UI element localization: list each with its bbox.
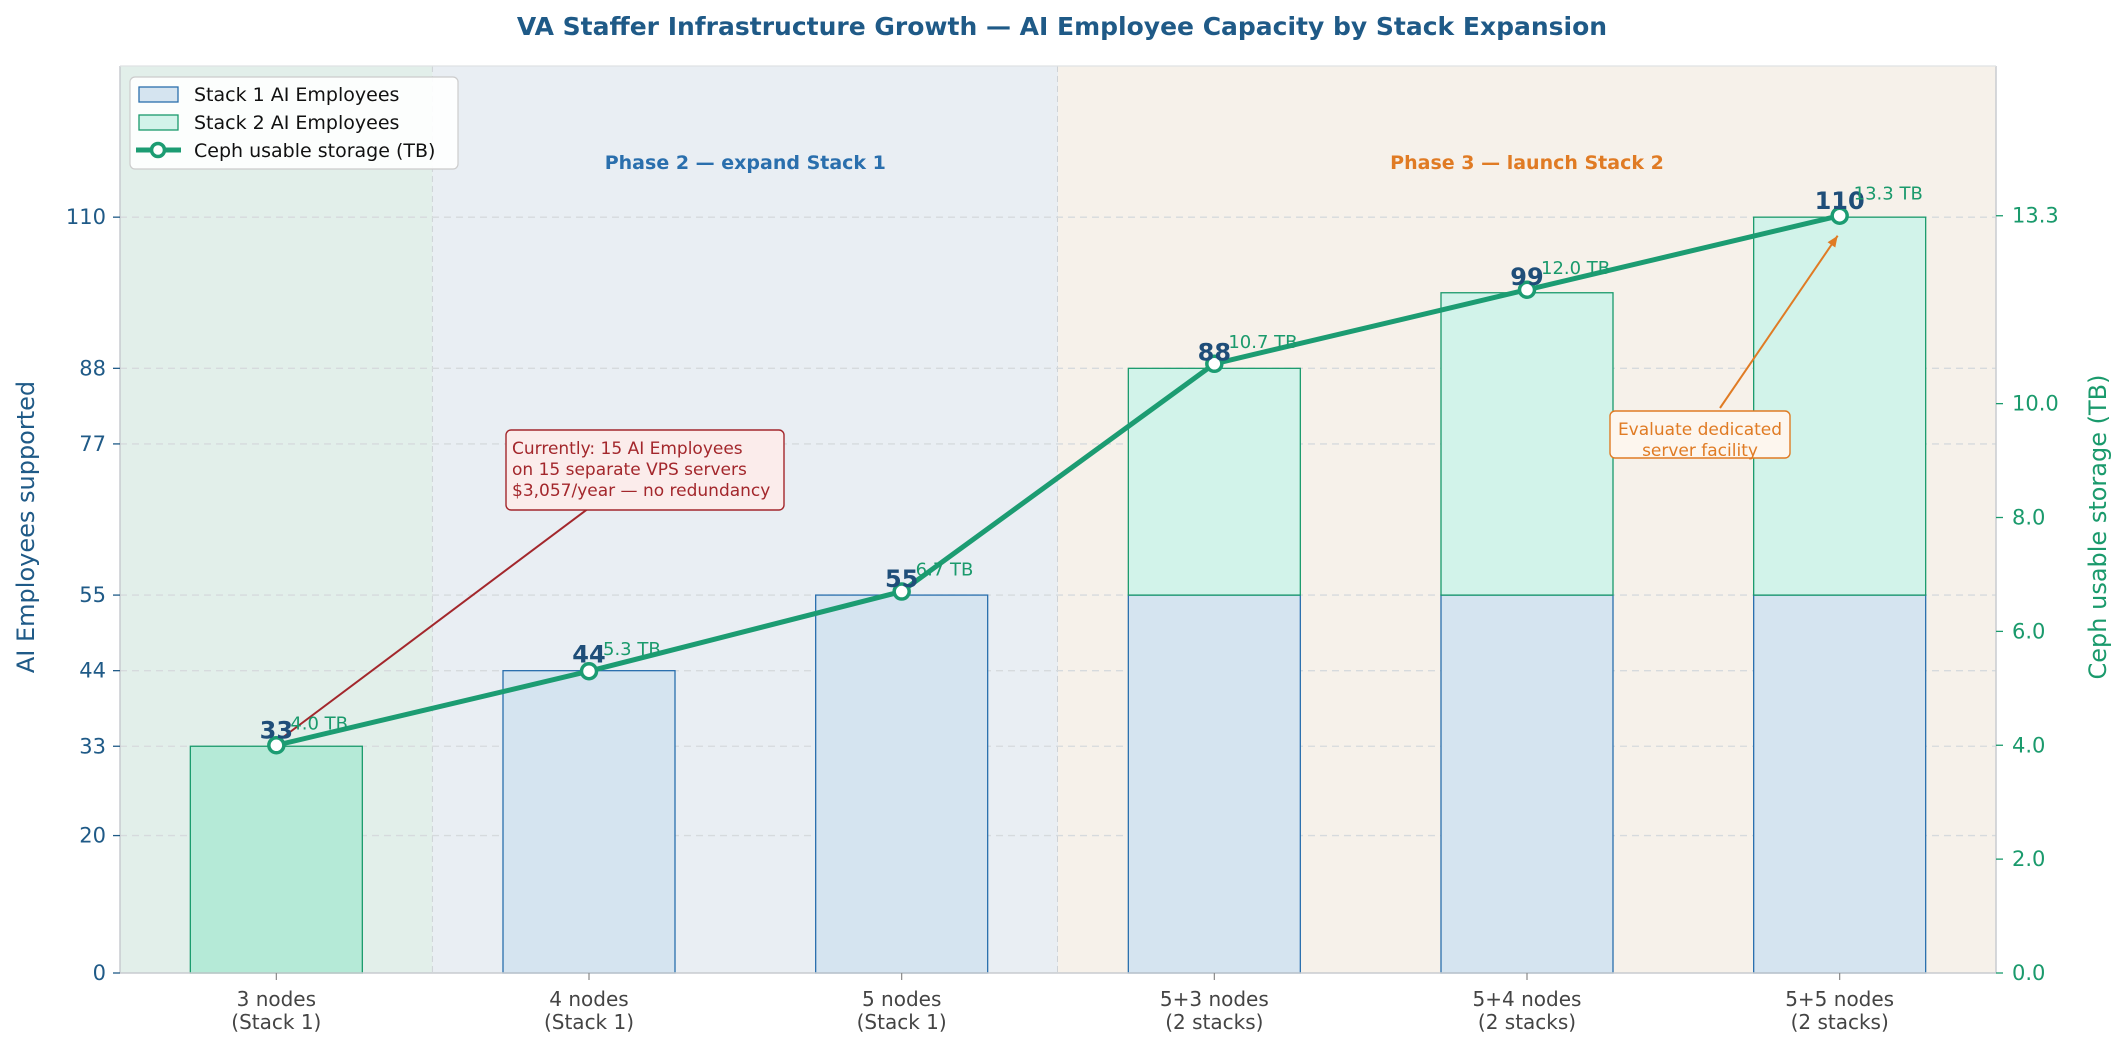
y-tick-label: 77	[79, 432, 106, 456]
storage-point-6	[1830, 206, 1849, 225]
phase-backgrounds: Phase 2 — expand Stack 1 Phase 3 — launch…	[120, 66, 1996, 973]
annotation-1-leader	[279, 501, 598, 741]
annotation-current-state-text: on 15 separate VPS servers	[512, 460, 747, 480]
gridlines	[120, 216, 1996, 837]
legend-box	[129, 76, 459, 170]
x-tick-label-line: 5 nodes	[862, 987, 941, 1011]
y-tick-label: 55	[79, 583, 106, 607]
storage-point-5	[1517, 280, 1537, 300]
y2-tick-label: 13.3	[2012, 204, 2059, 228]
chart-title: VA Staffer Infrastructure Growth — AI Em…	[517, 12, 1607, 41]
y-axis-label: AI Employees supported	[12, 381, 40, 673]
annotation-2-arrowhead	[1827, 235, 1838, 248]
y2-tick-label: 10.0	[2012, 392, 2059, 416]
legend-swatch-2	[138, 114, 179, 131]
annotation-current-state-text: Currently: 15 AI Employees	[512, 439, 743, 459]
storage-point-4	[1205, 354, 1224, 374]
bar-stack1-2	[502, 670, 676, 974]
storage-series-line	[275, 213, 1841, 748]
bar-stack2-1	[189, 745, 363, 974]
storage-point-3	[892, 582, 911, 601]
y-tick-label: 110	[66, 205, 106, 229]
bars	[189, 216, 1927, 974]
y2-tick-label: 6.0	[2012, 619, 2045, 643]
y2-tick-label: 8.0	[2012, 506, 2045, 530]
bar-total-label: 88	[1198, 338, 1231, 366]
x-tick-label: 5 nodes (Stack 1)	[857, 987, 947, 1034]
x-tick-label: 5+5 nodes (2 stacks)	[1785, 987, 1894, 1034]
storage-line	[267, 206, 1849, 755]
bar-stack1-3	[815, 594, 989, 974]
legend-entry-3: Ceph usable storage (TB)	[194, 140, 435, 162]
bar-stack1-5	[1440, 594, 1614, 974]
x-tick-label-line: (Stack 1)	[857, 1010, 947, 1034]
storage-value-label: 13.3 TB	[1854, 184, 1923, 205]
x-tick-label-line: 4 nodes	[549, 987, 628, 1011]
annotation-current-state-box	[505, 429, 785, 511]
legend: Stack 1 AI Employees Stack 2 AI Employees…	[129, 76, 459, 170]
legend-swatch-marker	[149, 141, 167, 159]
bar-stack2-4	[1127, 367, 1301, 596]
x-tick-label-line: 5+4 nodes	[1473, 987, 1582, 1011]
annotation-evaluate-text: Evaluate dedicated	[1618, 420, 1782, 440]
value-labels: 33 44 55 88 99 110 4.0 TB 5.3 TB 6.7 TB 10.7 TB 12…	[260, 184, 1923, 745]
annotation-evaluate-box	[1609, 410, 1791, 459]
y2-tick-label: 2.0	[2012, 847, 2045, 871]
storage-value-label: 6.7 TB	[916, 560, 974, 581]
bar-total-label: 33	[260, 716, 293, 744]
bar-total-label: 44	[572, 641, 605, 669]
bar-stack2-6	[1753, 216, 1927, 596]
x-tick-label-line: (2 stacks)	[1165, 1010, 1263, 1034]
x-tick-label: 5+4 nodes (2 stacks)	[1473, 987, 1582, 1034]
bar-stack1-4	[1127, 594, 1301, 974]
y-tick-label: 20	[79, 824, 106, 848]
y2-axis-label: Ceph usable storage (TB)	[2084, 375, 2112, 680]
storage-value-label: 4.0 TB	[290, 713, 348, 734]
storage-value-label: 12.0 TB	[1541, 258, 1610, 279]
legend-entry-1: Stack 1 AI Employees	[194, 84, 399, 106]
phase-label-2: Phase 2 — expand Stack 1	[605, 152, 886, 174]
x-tick-label-line: (2 stacks)	[1791, 1010, 1889, 1034]
x-tick-label-line: 3 nodes	[237, 987, 316, 1011]
x-tick-label-line: (2 stacks)	[1478, 1010, 1576, 1034]
x-tick-label-line: (Stack 1)	[231, 1010, 321, 1034]
bar-total-label: 55	[885, 565, 918, 593]
y-tick-label: 33	[79, 734, 106, 758]
storage-value-label: 5.3 TB	[603, 639, 661, 660]
bar-total-label: 110	[1815, 187, 1865, 215]
bar-stack2-5	[1440, 292, 1614, 596]
x-tick-label: 3 nodes (Stack 1)	[231, 987, 321, 1034]
legend-entry-2: Stack 2 AI Employees	[194, 112, 399, 134]
legend-swatch-1	[138, 86, 179, 103]
phase-label-3: Phase 3 — launch Stack 2	[1390, 152, 1664, 174]
x-tick-label-line: 5+3 nodes	[1160, 987, 1269, 1011]
axes: 0 20 33 44 55 77 88 110 0.0 2.0 4.0 6.0 8.0 10.0 13.3 3…	[66, 65, 2059, 1034]
x-tick-label-line: (Stack 1)	[544, 1010, 634, 1034]
annotation-current-state-text: $3,057/year — no redundancy	[512, 481, 770, 501]
x-tick-label: 4 nodes (Stack 1)	[544, 987, 634, 1034]
storage-point-2	[579, 661, 599, 681]
y2-tick-label: 4.0	[2012, 733, 2045, 757]
bar-total-label: 99	[1510, 263, 1543, 291]
y-tick-label: 44	[79, 659, 106, 683]
y-tick-label: 88	[79, 356, 106, 380]
annotation-evaluate-text: server facility	[1642, 441, 1758, 461]
storage-value-label: 10.7 TB	[1228, 332, 1297, 353]
y-tick-label: 0	[93, 961, 106, 985]
annotation-2-leader	[1719, 235, 1839, 409]
x-tick-label: 5+3 nodes (2 stacks)	[1160, 987, 1269, 1034]
x-tick-label-line: 5+5 nodes	[1785, 987, 1894, 1011]
bar-stack1-6	[1753, 594, 1927, 974]
y2-tick-label: 0.0	[2012, 961, 2045, 985]
storage-point-1	[267, 736, 286, 755]
